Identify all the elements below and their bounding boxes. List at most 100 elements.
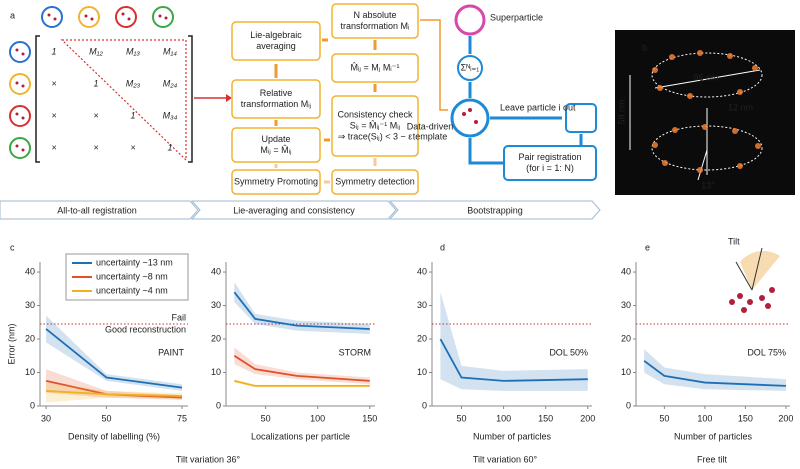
y-tick-label: 30 (211, 300, 221, 310)
x-tick-label: 100 (310, 413, 325, 423)
x-tick-label: 150 (538, 413, 553, 423)
y-tick-label: 40 (211, 266, 221, 276)
matrix-cell: M₁₄ (163, 46, 177, 56)
box-text: Symmetry Promoting (234, 176, 318, 186)
tilt-inset (729, 247, 780, 313)
image-label: 96 nm (693, 72, 718, 82)
y-tick-label: 0 (422, 400, 427, 410)
upper-triangle (60, 39, 187, 162)
template-label: Data-driven (407, 121, 454, 131)
y-tick-label: 40 (621, 266, 631, 276)
sum-symbol: Σᴺᵢ₌₁ (461, 62, 480, 72)
matrix-cell: × (51, 110, 56, 120)
panel-label: e (645, 242, 650, 252)
y-tick-label: 20 (211, 333, 221, 343)
matrix-cell: × (93, 110, 98, 120)
series-line (45, 390, 182, 397)
box-text: ⇒ trace(Sᵢⱼ) < 3 − ε (338, 131, 413, 141)
template-label: template (413, 131, 448, 141)
x-tick-label: 75 (177, 413, 187, 423)
box-text: Symmetry detection (335, 176, 415, 186)
box-text: Update (261, 134, 290, 144)
y-tick-label: 10 (211, 367, 221, 377)
y-tick-label: 10 (25, 367, 35, 377)
matrix-cell: M₁₃ (126, 46, 140, 56)
threshold-label: Good reconstruction (105, 324, 186, 334)
uncertainty-band (234, 347, 370, 385)
box-text: transformation Mᵢⱼ (241, 99, 312, 109)
y-tick-label: 0 (216, 400, 221, 410)
y-tick-label: 20 (621, 333, 631, 343)
panel-method-label: DOL 50% (549, 347, 588, 357)
panel-label: d (440, 242, 445, 252)
image-label: 12 nm (728, 102, 753, 112)
x-tick-label: 50 (261, 413, 271, 423)
y-tick-label: 20 (25, 333, 35, 343)
y-tick-label: 40 (417, 266, 427, 276)
microscopy-image (615, 30, 795, 195)
particle-icons (9, 6, 174, 159)
legend-label: uncertainty ~8 nm (96, 271, 168, 281)
series-line (233, 291, 370, 330)
matrix-cell: M₂₃ (126, 78, 141, 88)
y-tick-label: 30 (417, 300, 427, 310)
matrix-cell: 1 (93, 78, 98, 88)
x-axis-label: Density of labelling (%) (68, 431, 160, 441)
box-text: Sᵢⱼ = M̂ᵢⱼ⁻¹ Mᵢⱼ (350, 120, 401, 130)
pair-registration-label: Pair registration (518, 152, 581, 162)
y-tick-label: 40 (25, 266, 35, 276)
template-arrow (420, 19, 448, 111)
panel-label: b (642, 42, 647, 52)
panel-label: a (10, 10, 15, 20)
stage-label: Lie-averaging and consistency (233, 205, 355, 215)
y-tick-label: 10 (621, 367, 631, 377)
x-tick-label: 200 (778, 413, 793, 423)
x-axis-label: Number of particles (674, 431, 753, 441)
uncertainty-band (440, 292, 588, 391)
panel-label: c (10, 242, 15, 252)
series-line (439, 338, 588, 382)
particle-dots (15, 12, 168, 152)
series-line (45, 328, 183, 389)
matrix-cell: M₂₄ (163, 78, 178, 88)
x-tick-label: 50 (659, 413, 669, 423)
matrix-cell: × (51, 142, 56, 152)
series-line (234, 380, 370, 387)
x-axis-label: Localizations per particle (251, 431, 350, 441)
box-text: averaging (256, 41, 296, 51)
x-tick-label: 150 (738, 413, 753, 423)
uncertainty-band (46, 382, 182, 403)
matrix-bracket (35, 35, 193, 163)
stage-label: Bootstrapping (467, 205, 523, 215)
y-tick-label: 30 (621, 300, 631, 310)
image-spots (652, 50, 761, 173)
image-label: 13° (701, 180, 715, 190)
y-tick-label: 0 (30, 400, 35, 410)
matrix-cell: M₃₄ (163, 110, 178, 120)
flow-arrows-faint (274, 158, 377, 184)
x-tick-label: 50 (456, 413, 466, 423)
condition-label: Tilt variation 60° (473, 454, 538, 464)
flow-boxes (231, 3, 419, 195)
y-tick-label: 10 (417, 367, 427, 377)
box-text: Mᵢⱼ = M̂ᵢⱼ (260, 144, 292, 154)
y-tick-label: 20 (417, 333, 427, 343)
bootstrap-shapes (450, 4, 597, 181)
condition-label: Tilt variation 36° (176, 454, 241, 464)
x-tick-label: 150 (362, 413, 377, 423)
image-label: 59 nm (616, 99, 626, 124)
stage-label: All-to-all registration (57, 205, 137, 215)
x-tick-label: 50 (101, 413, 111, 423)
uncertainty-band (46, 315, 182, 391)
matrix-cell: M₁₂ (89, 46, 103, 56)
series-line (643, 360, 786, 387)
superparticle-label: Superparticle (490, 12, 543, 22)
panel-method-label: STORM (339, 347, 371, 357)
box-text: transformation Mᵢ (341, 21, 410, 31)
box-text: Relative (260, 88, 293, 98)
threshold-label: Fail (171, 312, 186, 322)
arrow-head (226, 94, 232, 102)
box-text: N absolute (353, 10, 396, 20)
y-tick-label: 30 (25, 300, 35, 310)
